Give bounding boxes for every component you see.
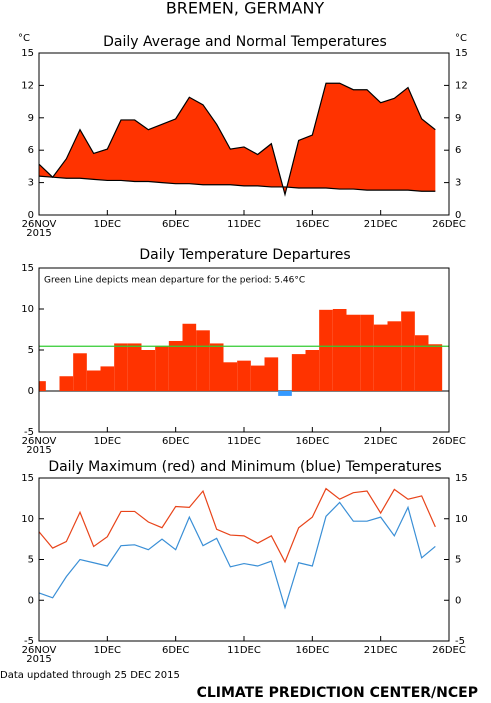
bar (319, 309, 333, 391)
y-axis-label: °C (18, 33, 30, 44)
y-tick-label: 5 (28, 345, 34, 356)
chart-title: Daily Temperature Departures (139, 247, 350, 263)
bar (401, 311, 415, 391)
bar (114, 343, 128, 391)
bar (86, 370, 101, 391)
x-year-label: 2015 (26, 445, 51, 456)
average-line (38, 82, 436, 197)
x-tick-label: 26DEC (432, 645, 466, 656)
bar (291, 354, 306, 391)
y-tick-label: 12 (21, 80, 34, 91)
bar (305, 350, 320, 391)
x-tick-label: 16DEC (295, 219, 329, 230)
credit: CLIMATE PREDICTION CENTER/NCEP (197, 685, 478, 701)
bar (332, 309, 347, 391)
bar (100, 366, 115, 391)
x-tick-label: 1DEC (94, 219, 121, 230)
y-tick-label: 3 (28, 178, 34, 189)
page-title: BREMEN, GERMANY (166, 0, 325, 18)
y2-tick-label: 15 (455, 48, 468, 59)
x-tick-label: 1DEC (94, 645, 121, 656)
y2-tick-label: 12 (455, 80, 468, 91)
y-tick-label: 10 (21, 304, 34, 315)
y2-tick-label: -5 (455, 636, 465, 647)
x-tick-label: 21DEC (364, 219, 398, 230)
y2-tick-label: 10 (455, 514, 468, 525)
y-tick-label: 0 (28, 386, 34, 397)
bar (39, 381, 46, 391)
x-tick-label: 26NOV (22, 219, 57, 230)
chart-title: Daily Maximum (red) and Minimum (blue) T… (48, 459, 441, 475)
x-tick-label: 16DEC (295, 436, 329, 447)
x-tick-label: 21DEC (364, 645, 398, 656)
x-tick-label: 11DEC (227, 436, 261, 447)
x-tick-label: 26NOV (22, 645, 57, 656)
update-note: Data updated through 25 DEC 2015 (0, 670, 180, 681)
x-tick-label: 26DEC (432, 219, 466, 230)
y2-tick-label: 9 (455, 113, 461, 124)
y-tick-label: 6 (28, 145, 34, 156)
max-line (38, 487, 436, 564)
bar (59, 376, 74, 391)
bar (428, 344, 443, 391)
bar (73, 353, 87, 391)
bar (360, 314, 374, 391)
y-tick-label: 5 (28, 555, 34, 566)
y-tick-label: 15 (21, 473, 34, 484)
bar (209, 343, 224, 391)
x-year-label: 2015 (26, 654, 51, 665)
bar (141, 350, 156, 391)
y2-tick-label: 0 (455, 595, 461, 606)
bar (182, 323, 197, 391)
y-tick-label: -5 (24, 427, 34, 438)
x-tick-label: 6DEC (162, 645, 189, 656)
y-tick-label: 0 (28, 595, 34, 606)
bar (223, 362, 238, 391)
plot-frame (38, 267, 450, 433)
normal-line (38, 175, 436, 192)
plot-frame (38, 52, 450, 216)
x-tick-label: 11DEC (227, 645, 261, 656)
y2-tick-label: 6 (455, 145, 461, 156)
bar (346, 314, 361, 391)
bar (414, 335, 429, 391)
y-tick-label: 15 (21, 48, 34, 59)
bar (155, 345, 169, 391)
y2-tick-label: 15 (455, 473, 468, 484)
bar (168, 340, 183, 391)
min-line (38, 501, 436, 610)
area-fill (39, 83, 436, 195)
bar (387, 321, 402, 391)
bar (373, 324, 388, 391)
y2-tick-label: 0 (455, 210, 461, 221)
bar (237, 360, 251, 391)
y-tick-label: 9 (28, 113, 34, 124)
x-year-label: 2015 (26, 228, 51, 239)
bar (264, 357, 279, 391)
y-tick-label: 0 (28, 210, 34, 221)
x-tick-label: 6DEC (162, 219, 189, 230)
bar (250, 365, 265, 391)
x-tick-label: 1DEC (94, 436, 121, 447)
x-tick-label: 21DEC (364, 436, 398, 447)
bar (278, 391, 292, 396)
x-tick-label: 26NOV (22, 436, 57, 447)
x-tick-label: 6DEC (162, 436, 189, 447)
annotation: Green Line depicts mean departure for th… (44, 276, 305, 286)
y-tick-label: -5 (24, 636, 34, 647)
y2-axis-label: °C (455, 33, 467, 44)
x-tick-label: 11DEC (227, 219, 261, 230)
y2-tick-label: 3 (455, 178, 461, 189)
bar (196, 330, 210, 391)
y-tick-label: 15 (21, 263, 34, 274)
chart-title: Daily Average and Normal Temperatures (103, 34, 387, 50)
plot-frame (38, 477, 450, 642)
y2-tick-label: 5 (455, 555, 461, 566)
x-tick-label: 16DEC (295, 645, 329, 656)
y-tick-label: 10 (21, 514, 34, 525)
x-tick-label: 26DEC (432, 436, 466, 447)
bar (127, 343, 142, 391)
